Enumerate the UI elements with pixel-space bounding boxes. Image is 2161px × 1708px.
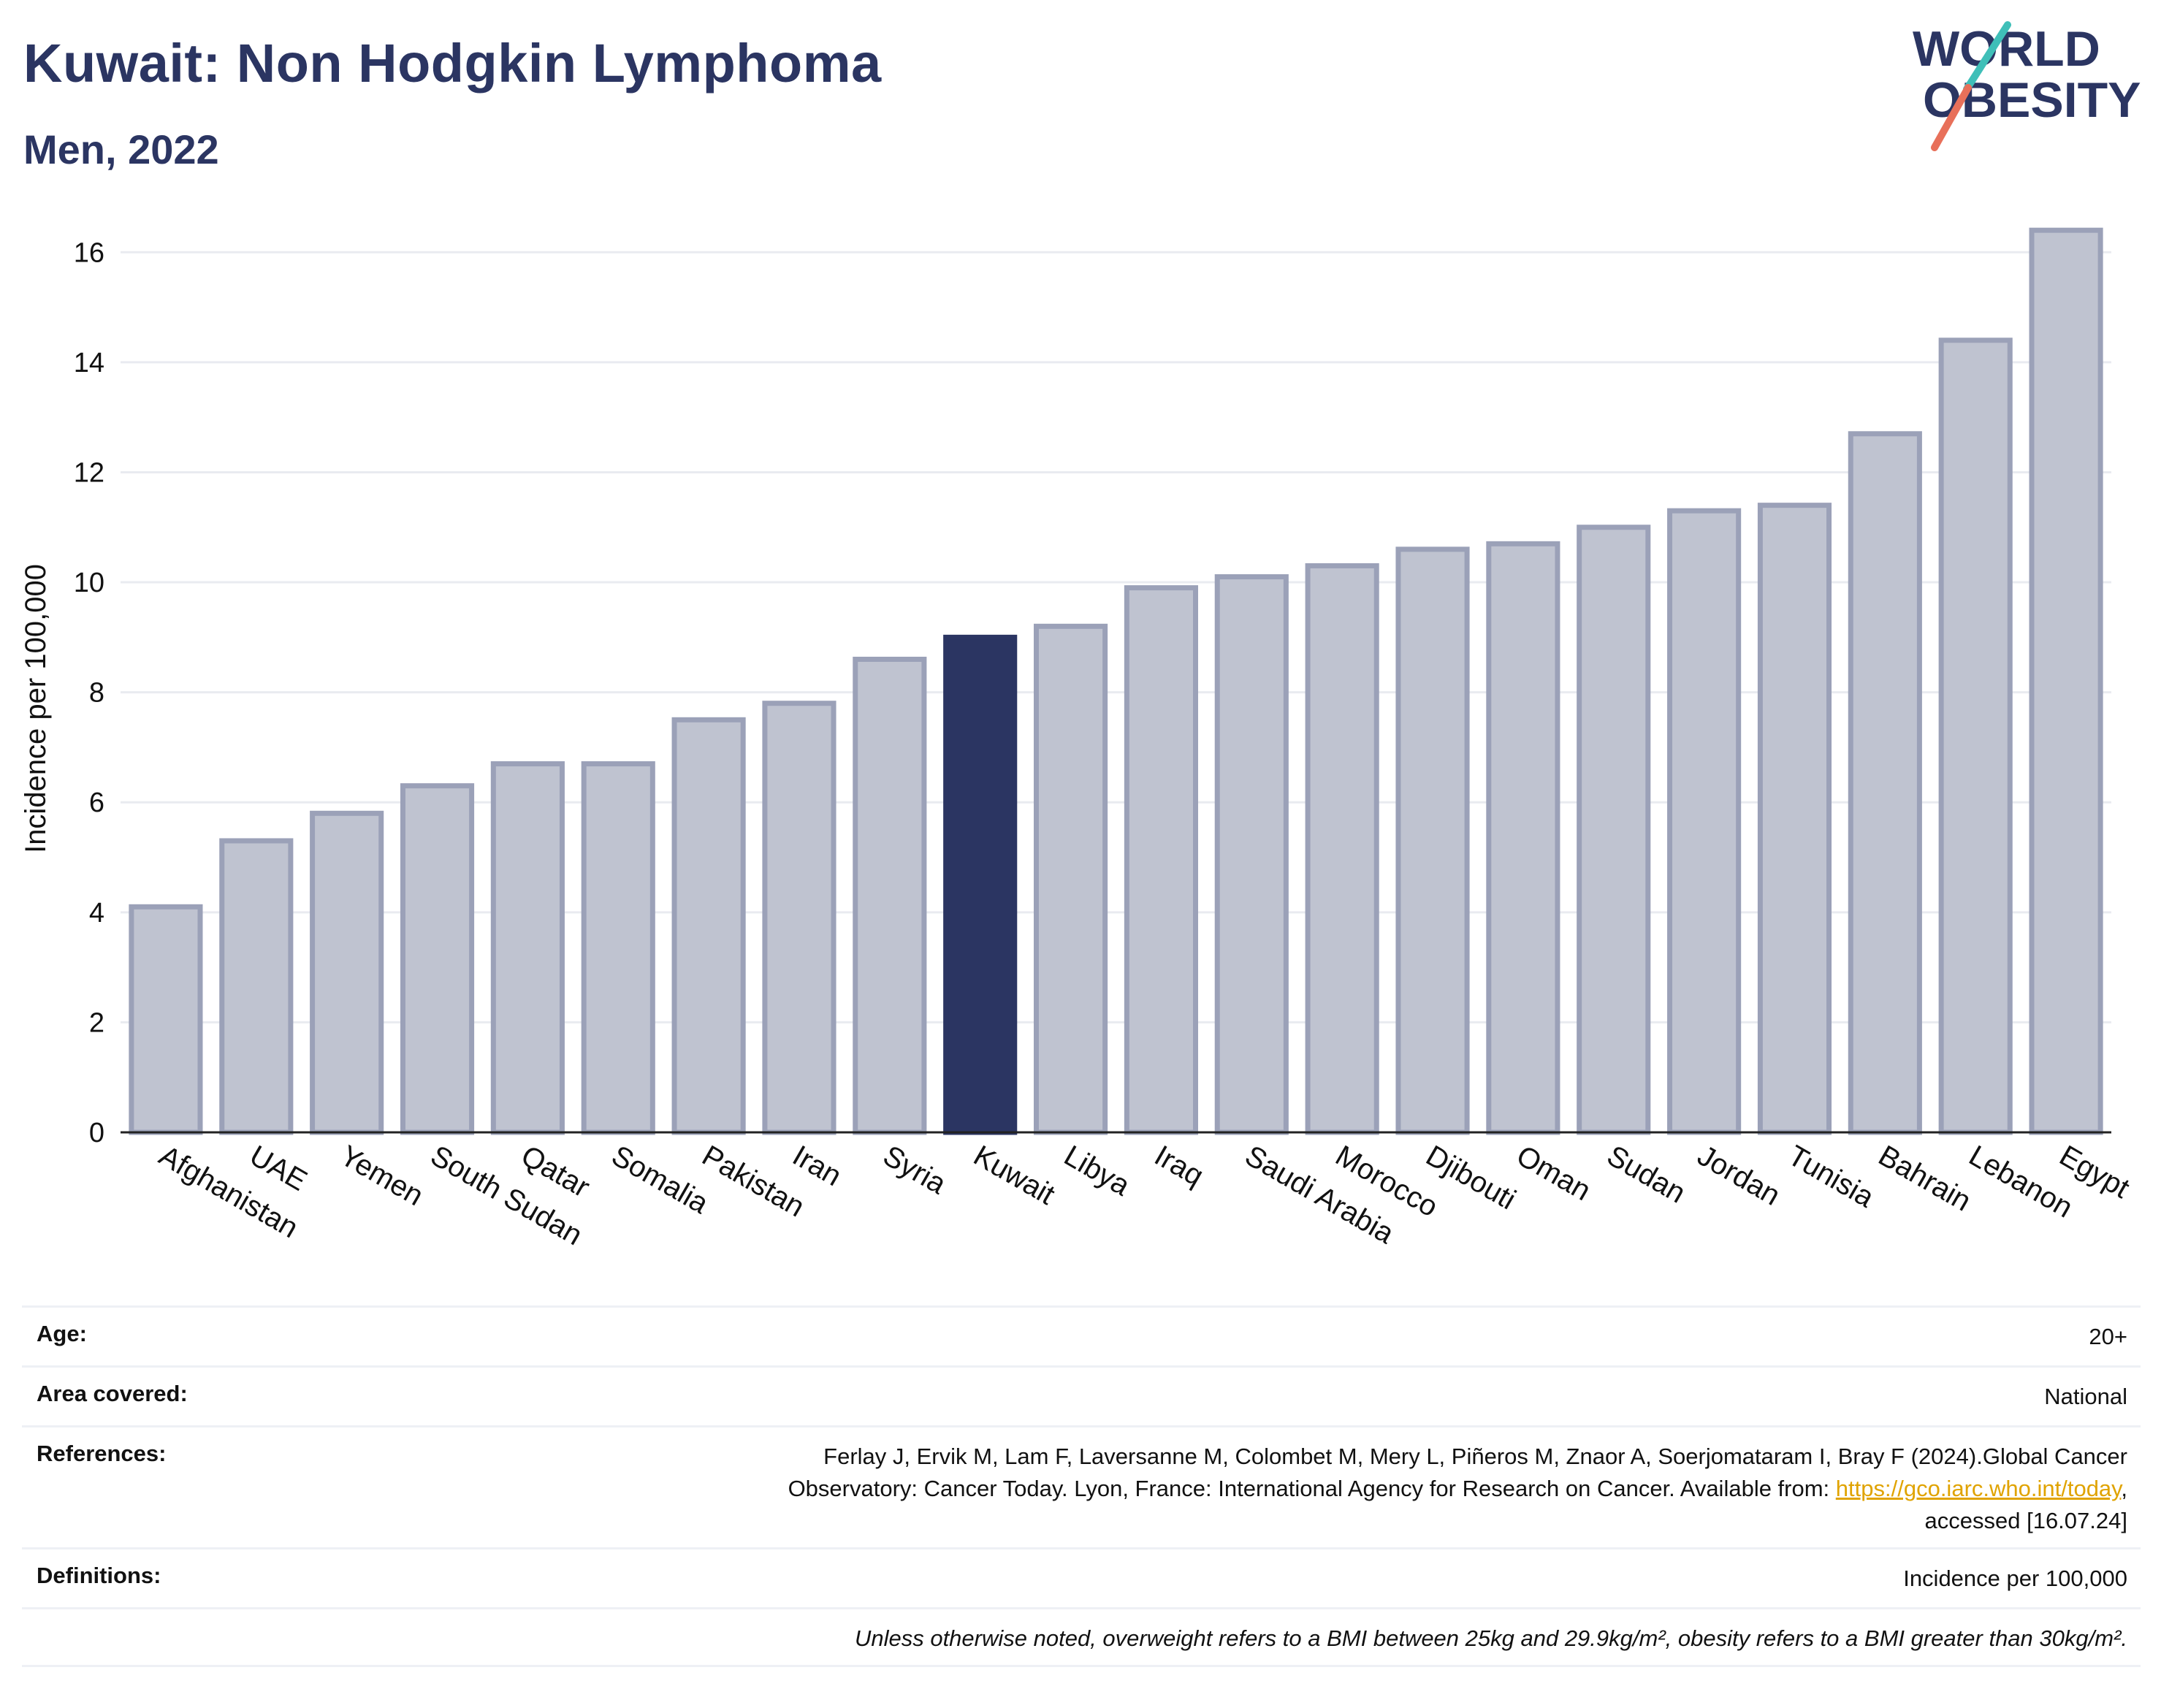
bar bbox=[219, 838, 294, 1135]
references-label: References: bbox=[37, 1441, 167, 1466]
y-tick-label: 14 bbox=[74, 348, 104, 378]
bar bbox=[310, 810, 384, 1135]
bar bbox=[1848, 431, 1922, 1135]
y-tick-label: 10 bbox=[74, 568, 104, 598]
x-tick-label: Iraq bbox=[1149, 1140, 1209, 1193]
info-row-area: Area covered: National bbox=[22, 1365, 2141, 1425]
definitions-value: Incidence per 100,000 bbox=[1903, 1566, 2127, 1591]
x-tick-label: Tunisia bbox=[1783, 1140, 1880, 1214]
x-tick-label: Sudan bbox=[1601, 1140, 1691, 1210]
y-tick-label: 6 bbox=[89, 788, 104, 818]
age-value: 20+ bbox=[2089, 1324, 2127, 1349]
logo-slash-coral bbox=[1931, 84, 1972, 151]
y-tick-label: 0 bbox=[89, 1118, 104, 1148]
definitions-label: Definitions: bbox=[37, 1563, 161, 1588]
x-tick-label: Yemen bbox=[335, 1140, 429, 1213]
references-line-2-tail: , bbox=[2121, 1476, 2127, 1501]
area-label: Area covered: bbox=[37, 1381, 188, 1406]
bar bbox=[1214, 574, 1289, 1135]
bar bbox=[1667, 508, 1742, 1135]
bar-highlighted bbox=[943, 634, 1018, 1135]
bar bbox=[762, 701, 836, 1135]
info-row-definitions: Definitions: Incidence per 100,000 bbox=[22, 1547, 2141, 1607]
y-tick-label: 12 bbox=[74, 457, 104, 488]
area-value: National bbox=[2044, 1384, 2127, 1409]
references-link[interactable]: https://gco.iarc.who.int/today bbox=[1835, 1476, 2122, 1501]
x-tick-label: Oman bbox=[1511, 1140, 1596, 1208]
references-value: Ferlay J, Ervik M, Lam F, Laversanne M, … bbox=[788, 1441, 2141, 1537]
y-tick-label: 4 bbox=[89, 898, 104, 929]
bar bbox=[1124, 585, 1199, 1135]
references-line-1: Ferlay J, Ervik M, Lam F, Laversanne M, … bbox=[823, 1444, 2127, 1469]
page-subtitle: Men, 2022 bbox=[23, 126, 219, 172]
info-row-age: Age: 20+ bbox=[22, 1305, 2141, 1365]
bar bbox=[1305, 563, 1379, 1135]
x-tick-label: Pakistan bbox=[697, 1140, 810, 1224]
bar bbox=[1034, 623, 1108, 1135]
info-table: Age: 20+ Area covered: National Referenc… bbox=[22, 1305, 2141, 1667]
references-line-3: accessed [16.07.24] bbox=[1924, 1508, 2127, 1533]
bmi-note: Unless otherwise noted, overweight refer… bbox=[854, 1625, 2127, 1651]
logo-word-obesity: OBESITY bbox=[1923, 72, 2141, 128]
bar bbox=[581, 761, 655, 1135]
x-tick-label: Jordan bbox=[1692, 1140, 1785, 1212]
bar bbox=[1757, 503, 1832, 1135]
bar bbox=[2029, 227, 2103, 1135]
y-tick-label: 16 bbox=[74, 237, 104, 268]
x-tick-label: South Sudan bbox=[425, 1140, 587, 1252]
age-label: Age: bbox=[37, 1321, 87, 1346]
info-row-references: References: Ferlay J, Ervik M, Lam F, La… bbox=[22, 1425, 2141, 1547]
x-tick-label: Libya bbox=[1059, 1140, 1135, 1202]
bar bbox=[1577, 525, 1651, 1135]
x-tick-label: Kuwait bbox=[968, 1140, 1060, 1211]
x-tick-label: Lebanon bbox=[1964, 1140, 2078, 1224]
x-tick-label: Bahrain bbox=[1873, 1140, 1976, 1218]
bar bbox=[490, 761, 565, 1135]
y-tick-label: 8 bbox=[89, 678, 104, 709]
y-tick-label: 2 bbox=[89, 1007, 104, 1038]
references-line-2: Observatory: Cancer Today. Lyon, France:… bbox=[788, 1476, 1836, 1501]
info-row-note: Unless otherwise noted, overweight refer… bbox=[22, 1607, 2141, 1667]
page-title: Kuwait: Non Hodgkin Lymphoma bbox=[23, 33, 882, 94]
bar bbox=[853, 656, 927, 1135]
x-tick-label: Syria bbox=[877, 1140, 952, 1201]
y-axis-label: Incidence per 100,000 bbox=[20, 564, 52, 853]
bar bbox=[1395, 546, 1470, 1135]
bar bbox=[671, 717, 746, 1135]
x-tick-label: Somalia bbox=[606, 1140, 714, 1221]
bar bbox=[400, 783, 475, 1135]
bar bbox=[129, 904, 203, 1135]
bars bbox=[129, 227, 2103, 1135]
x-tick-label: Iran bbox=[787, 1140, 847, 1193]
logo-slash-teal bbox=[1963, 21, 2011, 93]
bar bbox=[1486, 541, 1560, 1135]
bar bbox=[1938, 338, 2013, 1135]
world-obesity-logo: WORLD OBESITY bbox=[1913, 21, 2141, 151]
